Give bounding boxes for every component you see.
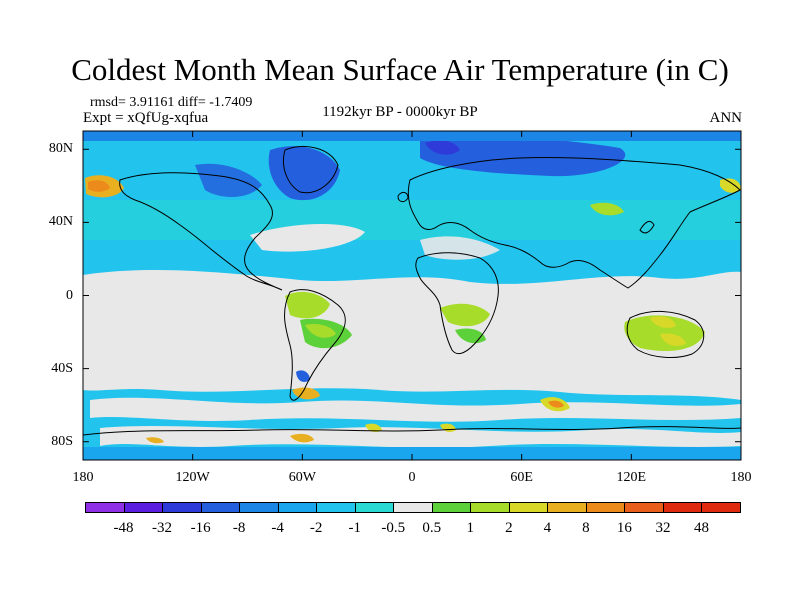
colorbar-cell bbox=[470, 502, 510, 513]
rmsd-diff-text: rmsd= 3.91161 diff= -1.7409 bbox=[90, 95, 253, 110]
colorbar-label: -2 bbox=[309, 520, 323, 536]
colorbar-cell bbox=[239, 502, 279, 513]
colorbar-label: 48 bbox=[693, 520, 709, 536]
colorbar-cell bbox=[431, 502, 472, 513]
colorbar-label: -1 bbox=[348, 520, 361, 536]
colorbar-cell bbox=[354, 502, 395, 513]
lon-tick-label: 120W bbox=[175, 470, 210, 485]
colorbar-label: 0.5 bbox=[422, 520, 442, 536]
lat-tick-label: 80S bbox=[51, 433, 73, 449]
colorbar-label: 8 bbox=[582, 520, 590, 536]
lon-tick-label: 180 bbox=[72, 470, 94, 485]
colorbar-cell bbox=[123, 502, 164, 513]
axis-ticks bbox=[82, 131, 742, 460]
colorbar-label: -0.5 bbox=[381, 520, 406, 536]
coastlines bbox=[83, 146, 741, 436]
colorbar-cell bbox=[547, 502, 587, 513]
lon-tick-label: 180 bbox=[730, 470, 752, 485]
colorbar-label: 4 bbox=[543, 520, 552, 536]
colorbar-cell bbox=[662, 502, 703, 513]
lon-tick-label: 120E bbox=[616, 470, 647, 485]
colorbar-label: 32 bbox=[655, 520, 671, 536]
lat-tick-label: 80N bbox=[48, 141, 73, 157]
colorbar-label: -48 bbox=[113, 520, 134, 536]
colorbar-label: -4 bbox=[271, 520, 284, 536]
period-text: 1192kyr BP - 0000kyr BP bbox=[322, 104, 478, 120]
colorbar-cell bbox=[585, 502, 626, 513]
colorbar-cell bbox=[393, 502, 433, 513]
lon-tick-label: 0 bbox=[408, 470, 416, 485]
lat-tick-label: 0 bbox=[66, 287, 73, 303]
colorbar-cell bbox=[624, 502, 664, 513]
colorbar-label: 16 bbox=[616, 520, 632, 536]
colorbar-label: -32 bbox=[152, 520, 173, 536]
colorbar-cell bbox=[85, 502, 125, 513]
experiment-text: Expt = xQfUg-xqfua bbox=[83, 110, 209, 126]
lon-tick-label: 60W bbox=[288, 470, 316, 485]
colorbar-label: -16 bbox=[190, 520, 211, 536]
colorbar-cell bbox=[508, 502, 549, 513]
map-title: Coldest Month Mean Surface Air Temperatu… bbox=[71, 52, 729, 87]
season-text: ANN bbox=[709, 110, 743, 126]
colorbar-cell bbox=[162, 502, 202, 513]
lat-tick-label: 40S bbox=[51, 360, 73, 376]
colorbar-cell bbox=[701, 502, 741, 513]
colorbar-cell bbox=[277, 502, 318, 513]
colorbar-label: -8 bbox=[232, 520, 246, 536]
colorbar-label: 2 bbox=[505, 520, 513, 536]
colorbar-label: 1 bbox=[466, 520, 475, 536]
temperature-field bbox=[83, 131, 741, 460]
lat-tick-label: 40N bbox=[48, 214, 73, 230]
colorbar-cell bbox=[316, 502, 356, 513]
lon-tick-label: 60E bbox=[510, 470, 533, 485]
colorbar-cell bbox=[200, 502, 241, 513]
